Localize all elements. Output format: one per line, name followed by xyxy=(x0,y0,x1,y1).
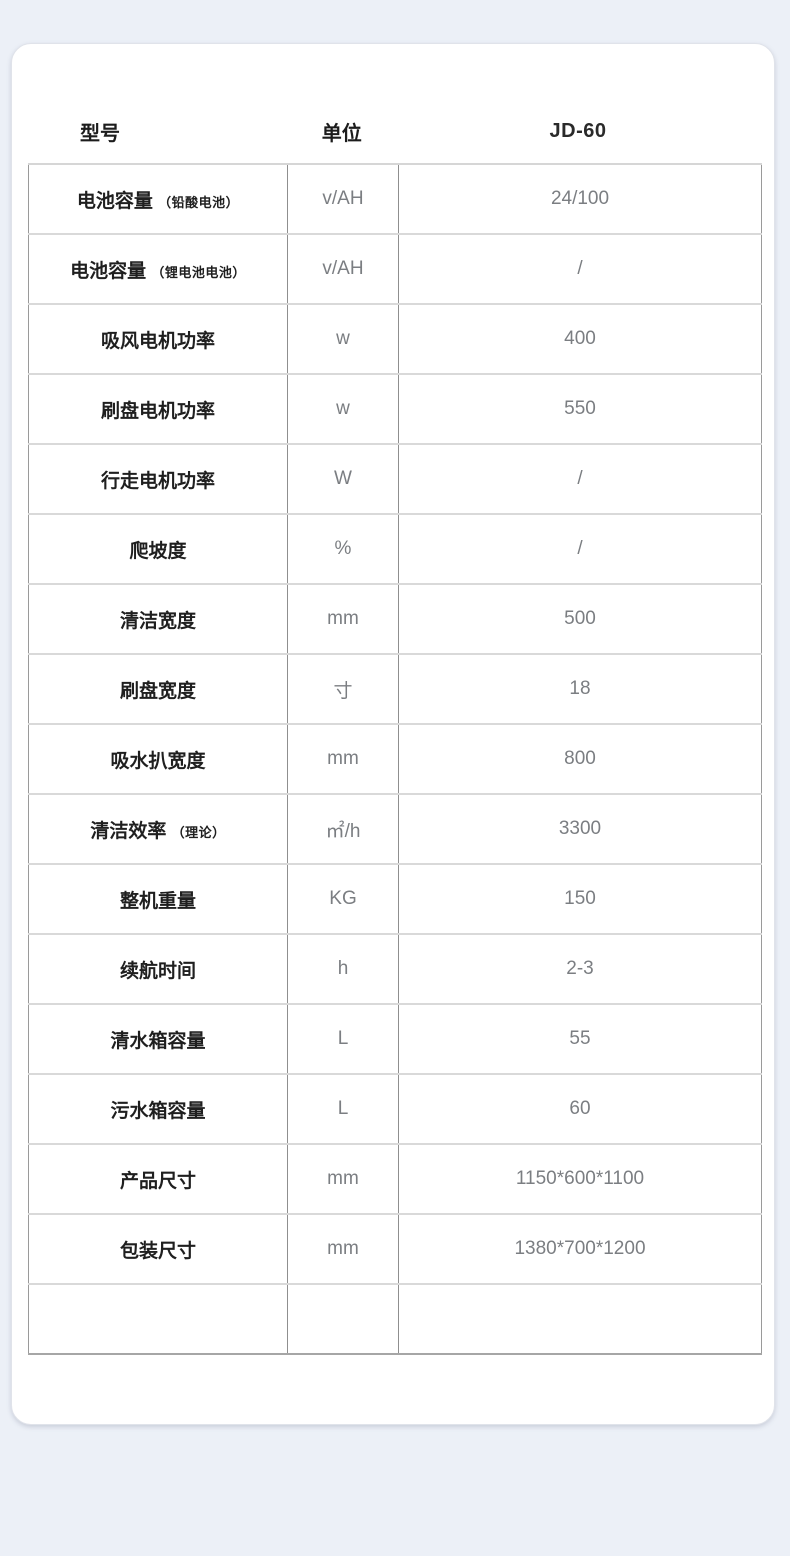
spec-unit: w xyxy=(287,374,399,445)
spec-label: 电池容量 xyxy=(70,260,147,282)
spec-label: 电池容量 xyxy=(76,190,153,212)
spec-value: / xyxy=(398,444,762,515)
spec-value xyxy=(398,1284,762,1354)
table-row: 行走电机功率 W / xyxy=(28,444,762,515)
spec-label-cell: 清洁效率 （理论） xyxy=(28,794,288,865)
header-unit-label: 单位 xyxy=(321,122,362,145)
table-row: 污水箱容量 L 60 xyxy=(28,1074,762,1145)
spec-value: 60 xyxy=(398,1074,762,1145)
spec-value: 400 xyxy=(398,304,762,375)
spec-unit: v/AH xyxy=(287,164,399,235)
spec-label-cell: 包装尺寸 xyxy=(28,1214,288,1285)
spec-label-cell: 电池容量 （锂电池电池） xyxy=(28,234,288,305)
spec-label-cell: 续航时间 xyxy=(28,934,288,1005)
spec-unit: ㎡/h xyxy=(287,794,399,865)
table-row: 爬坡度 % / xyxy=(28,514,762,585)
spec-label: 刷盘宽度 xyxy=(119,680,196,702)
spec-unit: mm xyxy=(287,584,399,655)
spec-value: 24/100 xyxy=(398,164,762,235)
spec-unit: mm xyxy=(287,724,399,795)
spec-label-cell: 清水箱容量 xyxy=(28,1004,288,1075)
spec-unit: L xyxy=(287,1074,399,1145)
spec-value: / xyxy=(398,514,762,585)
table-row xyxy=(29,1284,762,1354)
spec-label-cell: 刷盘电机功率 xyxy=(28,374,288,445)
spec-unit xyxy=(287,1284,399,1354)
spec-label: 刷盘电机功率 xyxy=(100,400,215,422)
spec-label-note: （铅酸电池） xyxy=(158,194,240,210)
table-row: 整机重量 KG 150 xyxy=(28,864,762,935)
spec-label-cell: 整机重量 xyxy=(28,864,288,935)
table-row: 清洁宽度 mm 500 xyxy=(28,584,762,655)
spec-label-cell: 产品尺寸 xyxy=(28,1144,288,1215)
table-header-row: 型号 单位 JD-60 xyxy=(28,118,759,145)
spec-label-cell xyxy=(29,1284,288,1354)
spec-unit: W xyxy=(287,444,399,515)
spec-label-cell: 吸水扒宽度 xyxy=(28,724,288,795)
spec-label: 爬坡度 xyxy=(129,540,187,562)
spec-label: 清洁宽度 xyxy=(119,610,196,632)
table-row: 包装尺寸 mm 1380*700*1200 xyxy=(28,1214,762,1285)
spec-label: 续航时间 xyxy=(119,960,196,982)
spec-label: 吸风电机功率 xyxy=(100,330,215,352)
spec-value: 150 xyxy=(398,864,762,935)
spec-value: 1150*600*1100 xyxy=(398,1144,762,1215)
spec-table: 电池容量 （铅酸电池） v/AH 24/100 电池容量 （锂电池电池） v/A… xyxy=(28,163,762,1355)
header-model-label: 型号 xyxy=(80,122,120,145)
table-row: 刷盘宽度 寸 18 xyxy=(28,654,762,725)
spec-label-note: （理论） xyxy=(171,824,226,840)
spec-unit: h xyxy=(287,934,399,1005)
table-row: 吸风电机功率 w 400 xyxy=(28,304,762,375)
spec-label: 整机重量 xyxy=(119,890,196,912)
spec-unit: mm xyxy=(287,1214,399,1285)
table-row: 吸水扒宽度 mm 800 xyxy=(28,724,762,795)
spec-card: 型号 单位 JD-60 电池容量 （铅酸电池） v/AH 24/100 电池容量… xyxy=(11,43,775,1425)
spec-label-cell: 行走电机功率 xyxy=(28,444,288,515)
spec-table-body: 电池容量 （铅酸电池） v/AH 24/100 电池容量 （锂电池电池） v/A… xyxy=(28,164,762,1354)
spec-unit: L xyxy=(287,1004,399,1075)
table-row: 电池容量 （铅酸电池） v/AH 24/100 xyxy=(28,164,762,235)
spec-label-cell: 吸风电机功率 xyxy=(28,304,288,375)
spec-value: 550 xyxy=(398,374,762,445)
spec-label: 污水箱容量 xyxy=(110,1100,206,1122)
spec-value: 3300 xyxy=(398,794,762,865)
spec-value: 18 xyxy=(398,654,762,725)
table-row: 续航时间 h 2-3 xyxy=(28,934,762,1005)
table-row: 电池容量 （锂电池电池） v/AH / xyxy=(28,234,762,305)
spec-unit: 寸 xyxy=(287,654,399,725)
spec-value: 500 xyxy=(398,584,762,655)
spec-unit: w xyxy=(287,304,399,375)
spec-label: 吸水扒宽度 xyxy=(110,750,206,772)
spec-label: 包装尺寸 xyxy=(119,1240,196,1262)
spec-value: 800 xyxy=(398,724,762,795)
spec-unit: mm xyxy=(287,1144,399,1215)
table-row: 清水箱容量 L 55 xyxy=(28,1004,762,1075)
spec-unit: KG xyxy=(287,864,399,935)
spec-value: / xyxy=(398,234,762,305)
header-model-value: JD-60 xyxy=(549,119,607,142)
spec-value: 2-3 xyxy=(398,934,762,1005)
spec-label-cell: 污水箱容量 xyxy=(28,1074,288,1145)
spec-label-note: （锂电池电池） xyxy=(151,264,246,280)
spec-label: 产品尺寸 xyxy=(119,1170,196,1192)
spec-label: 行走电机功率 xyxy=(100,470,215,492)
spec-value: 55 xyxy=(398,1004,762,1075)
spec-label-cell: 刷盘宽度 xyxy=(28,654,288,725)
spec-value: 1380*700*1200 xyxy=(398,1214,762,1285)
table-row: 刷盘电机功率 w 550 xyxy=(28,374,762,445)
spec-unit: % xyxy=(287,514,399,585)
spec-label: 清洁效率 xyxy=(90,820,167,842)
table-row: 清洁效率 （理论） ㎡/h 3300 xyxy=(28,794,762,865)
spec-label-cell: 电池容量 （铅酸电池） xyxy=(28,164,288,235)
spec-label-cell: 爬坡度 xyxy=(28,514,288,585)
table-row: 产品尺寸 mm 1150*600*1100 xyxy=(28,1144,762,1215)
spec-label: 清水箱容量 xyxy=(110,1030,206,1052)
spec-label-cell: 清洁宽度 xyxy=(28,584,288,655)
spec-unit: v/AH xyxy=(287,234,399,305)
